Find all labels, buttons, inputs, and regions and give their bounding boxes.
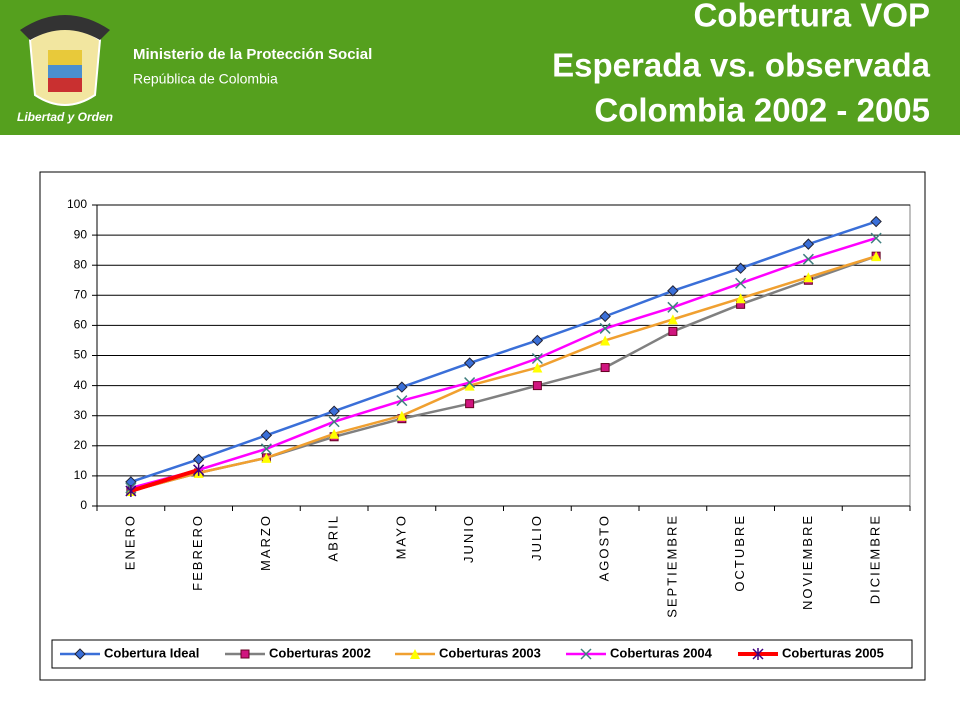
data-point [599, 322, 611, 334]
data-point [464, 380, 475, 391]
legend-label: Coberturas 2005 [782, 645, 884, 660]
data-point [260, 429, 273, 441]
y-tick-label: 80 [74, 257, 88, 271]
data-point [396, 395, 408, 407]
x-tick-label: AGOSTO [597, 514, 612, 581]
chart-title: Esperada vs. observada [552, 47, 931, 84]
y-tick-label: 10 [74, 468, 88, 482]
x-tick-label: MAYO [393, 514, 408, 559]
data-point [125, 484, 137, 497]
x-tick-label: NOVIEMBRE [800, 514, 815, 610]
data-point [328, 416, 340, 428]
x-tick-label: ABRIL [326, 514, 341, 562]
x-tick-label: JULIO [529, 514, 544, 561]
series-line [130, 254, 877, 493]
x-tick-label: DICIEMBRE [868, 514, 883, 604]
legend-label: Coberturas 2003 [439, 645, 541, 660]
y-tick-label: 60 [74, 318, 88, 332]
data-point [396, 410, 407, 421]
data-point [193, 463, 205, 476]
data-point [531, 334, 544, 347]
y-tick-label: 0 [80, 498, 87, 512]
data-point [735, 293, 746, 304]
logo [20, 15, 110, 106]
data-point [734, 262, 747, 274]
chart-title: Cobertura VOP [693, 0, 930, 34]
data-point [329, 428, 340, 439]
ministry-name: Ministerio de la Protección Social [133, 46, 372, 63]
data-point [531, 352, 543, 365]
data-point [464, 377, 476, 389]
y-tick-label: 40 [74, 378, 88, 392]
data-point [532, 362, 543, 373]
legend-marker [752, 648, 764, 660]
data-point [735, 277, 747, 289]
data-point [532, 381, 542, 391]
chart-title: Colombia 2002 - 2005 [594, 92, 930, 129]
y-tick-label: 30 [74, 408, 88, 422]
data-point [600, 335, 611, 346]
data-point [396, 381, 408, 393]
y-tick-label: 20 [74, 438, 88, 452]
data-point [870, 232, 882, 244]
data-point [667, 285, 679, 297]
y-tick-label: 50 [74, 348, 88, 362]
legend-label: Coberturas 2004 [610, 645, 713, 660]
data-point [803, 272, 814, 283]
data-point [871, 251, 882, 262]
data-point [260, 443, 272, 455]
data-point [667, 301, 679, 313]
data-point [802, 238, 815, 250]
data-point [463, 357, 476, 369]
data-point [599, 310, 611, 323]
x-tick-label: JUNIO [461, 514, 476, 563]
x-tick-label: SEPTIEMBRE [664, 514, 679, 618]
data-point [328, 405, 340, 417]
x-tick-label: MARZO [258, 514, 273, 571]
legend-marker [74, 648, 86, 660]
country-name: República de Colombia [133, 71, 278, 87]
data-point [667, 314, 678, 325]
logo-motto: Libertad y Orden [17, 110, 113, 124]
series-line [130, 467, 200, 493]
header-band [0, 0, 960, 135]
data-point [465, 399, 475, 409]
legend-marker [410, 649, 420, 659]
series-line [130, 236, 877, 490]
data-point [261, 452, 272, 463]
data-point [870, 215, 882, 228]
legend-label: Cobertura Ideal [104, 645, 199, 660]
legend-marker [580, 648, 592, 660]
data-point [600, 363, 610, 373]
x-tick-label: OCTUBRE [732, 514, 747, 592]
y-tick-label: 90 [74, 227, 88, 241]
x-tick-label: ENERO [122, 514, 137, 570]
x-tick-label: FEBRERO [190, 514, 205, 591]
legend-marker [240, 649, 250, 659]
legend-label: Coberturas 2002 [269, 645, 371, 660]
data-point [802, 253, 814, 265]
series-line [130, 220, 877, 484]
data-point [668, 326, 678, 336]
y-tick-label: 70 [74, 287, 88, 301]
y-tick-label: 100 [67, 197, 87, 211]
